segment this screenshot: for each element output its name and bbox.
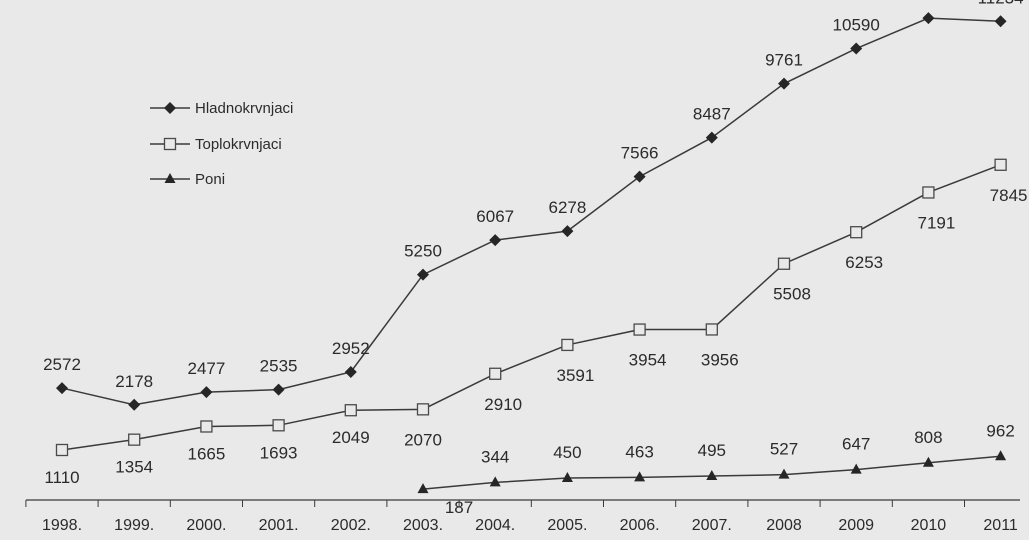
x-tick-label: 1998.	[42, 517, 82, 534]
data-label-poni: 187	[445, 498, 473, 517]
data-point-hladnokrvnjaci	[633, 170, 646, 183]
data-point-toplokrvnjaci	[200, 420, 213, 433]
data-label-toplokrvnjaci: 1354	[115, 458, 153, 477]
data-point-toplokrvnjaci	[922, 186, 935, 199]
legend-label-toplokrvnjaci: Toplokrvnjaci	[195, 136, 282, 153]
data-label-hladnokrvnjaci: 11307	[905, 0, 951, 4]
data-point-hladnokrvnjaci	[56, 382, 68, 395]
data-label-toplokrvnjaci: 2910	[484, 395, 522, 414]
data-label-toplokrvnjaci: 7845	[990, 186, 1028, 205]
data-point-hladnokrvnjaci	[850, 42, 863, 55]
data-point-hladnokrvnjaci	[128, 398, 141, 411]
data-label-toplokrvnjaci: 2049	[332, 428, 370, 447]
data-label-toplokrvnjaci: 1693	[260, 443, 298, 462]
data-point-poni	[489, 476, 501, 487]
data-label-poni: 808	[914, 428, 942, 447]
data-point-toplokrvnjaci	[344, 404, 357, 417]
data-point-poni	[995, 450, 1007, 461]
x-tick-label: 2010	[911, 517, 947, 534]
x-tick-label: 2000.	[186, 517, 226, 534]
data-label-hladnokrvnjaci: 9761	[765, 51, 803, 70]
data-point-toplokrvnjaci	[561, 338, 574, 352]
data-point-toplokrvnjaci	[272, 419, 285, 432]
data-point-toplokrvnjaci	[994, 158, 1007, 171]
data-label-hladnokrvnjaci: 10590	[833, 16, 880, 35]
legend-label-poni: Poni	[195, 171, 225, 188]
data-label-poni: 495	[698, 441, 726, 460]
data-point-toplokrvnjaci	[850, 226, 863, 239]
data-label-hladnokrvnjaci: 2477	[187, 359, 225, 378]
series-line-toplokrvnjaci	[61, 164, 1001, 451]
data-label-hladnokrvnjaci: 2178	[115, 372, 153, 391]
legend-label-hladnokrvnjaci: Hladnokrvnjaci	[195, 100, 293, 117]
x-tick-label: 2006.	[620, 517, 660, 534]
data-point-toplokrvnjaci	[705, 323, 718, 336]
data-label-hladnokrvnjaci: 7566	[621, 144, 659, 163]
data-point-toplokrvnjaci	[416, 403, 430, 416]
data-point-toplokrvnjaci	[128, 433, 141, 446]
data-label-toplokrvnjaci: 1110	[44, 468, 79, 487]
data-point-hladnokrvnjaci	[922, 12, 935, 25]
data-label-poni: 527	[770, 440, 798, 459]
series-line-hladnokrvnjaci	[61, 17, 1001, 406]
data-point-poni	[922, 456, 934, 467]
data-label-hladnokrvnjaci: 11234	[978, 0, 1024, 7]
data-label-hladnokrvnjaci: 6278	[548, 198, 586, 217]
data-label-poni: 962	[986, 421, 1014, 440]
x-tick-label: 1999.	[114, 517, 154, 534]
data-point-poni	[634, 471, 646, 482]
legend-marker-hladnokrvnjaci	[164, 102, 176, 114]
data-label-hladnokrvnjaci: 5250	[404, 242, 442, 261]
x-tick-label: 2005.	[547, 517, 587, 534]
data-point-hladnokrvnjaci	[561, 225, 574, 238]
data-point-toplokrvnjaci	[489, 367, 502, 380]
data-point-toplokrvnjaci	[633, 323, 646, 336]
data-point-hladnokrvnjaci	[705, 131, 718, 144]
data-point-hladnokrvnjaci	[344, 365, 357, 378]
data-point-hladnokrvnjaci	[778, 77, 790, 90]
data-point-hladnokrvnjaci	[200, 386, 213, 399]
x-tick-label: 2004.	[475, 517, 515, 534]
data-point-hladnokrvnjaci	[994, 15, 1007, 28]
data-label-poni: 450	[553, 443, 581, 462]
data-label-poni: 647	[842, 435, 870, 454]
data-point-hladnokrvnjaci	[489, 234, 502, 247]
data-label-hladnokrvnjaci: 6067	[476, 207, 514, 226]
data-label-hladnokrvnjaci: 2572	[43, 355, 81, 374]
data-point-poni	[850, 463, 862, 474]
data-point-toplokrvnjaci	[777, 257, 791, 270]
x-tick-label: 2008	[766, 517, 802, 534]
data-point-toplokrvnjaci	[55, 443, 69, 457]
data-point-poni	[417, 483, 429, 494]
data-label-hladnokrvnjaci: 2535	[260, 357, 298, 376]
legend-marker-toplokrvnjaci	[163, 137, 177, 151]
data-point-hladnokrvnjaci	[272, 383, 285, 396]
x-tick-label: 2009	[838, 517, 874, 534]
legend-marker-poni	[164, 173, 176, 183]
data-label-toplokrvnjaci: 3954	[629, 351, 667, 370]
data-label-toplokrvnjaci: 5508	[773, 285, 811, 304]
x-tick-label: 2002.	[331, 517, 371, 534]
data-label-hladnokrvnjaci: 2952	[332, 339, 370, 358]
data-point-poni	[778, 468, 790, 479]
data-point-poni	[561, 471, 573, 482]
x-tick-label: 2007.	[692, 517, 732, 534]
x-tick-label: 2011	[983, 517, 1018, 534]
data-label-hladnokrvnjaci: 8487	[693, 105, 731, 124]
data-label-poni: 463	[625, 442, 653, 461]
data-label-toplokrvnjaci: 3591	[556, 366, 594, 385]
x-tick-label: 2003.	[403, 517, 443, 534]
data-point-poni	[706, 470, 718, 481]
data-label-toplokrvnjaci: 2070	[404, 430, 442, 449]
data-point-hladnokrvnjaci	[417, 268, 429, 281]
data-label-toplokrvnjaci: 3956	[701, 350, 739, 369]
data-label-toplokrvnjaci: 1665	[187, 444, 225, 463]
data-label-toplokrvnjaci: 6253	[845, 253, 883, 272]
x-tick-label: 2001.	[259, 517, 299, 534]
data-label-poni: 344	[481, 447, 509, 466]
data-label-toplokrvnjaci: 7191	[917, 213, 955, 232]
